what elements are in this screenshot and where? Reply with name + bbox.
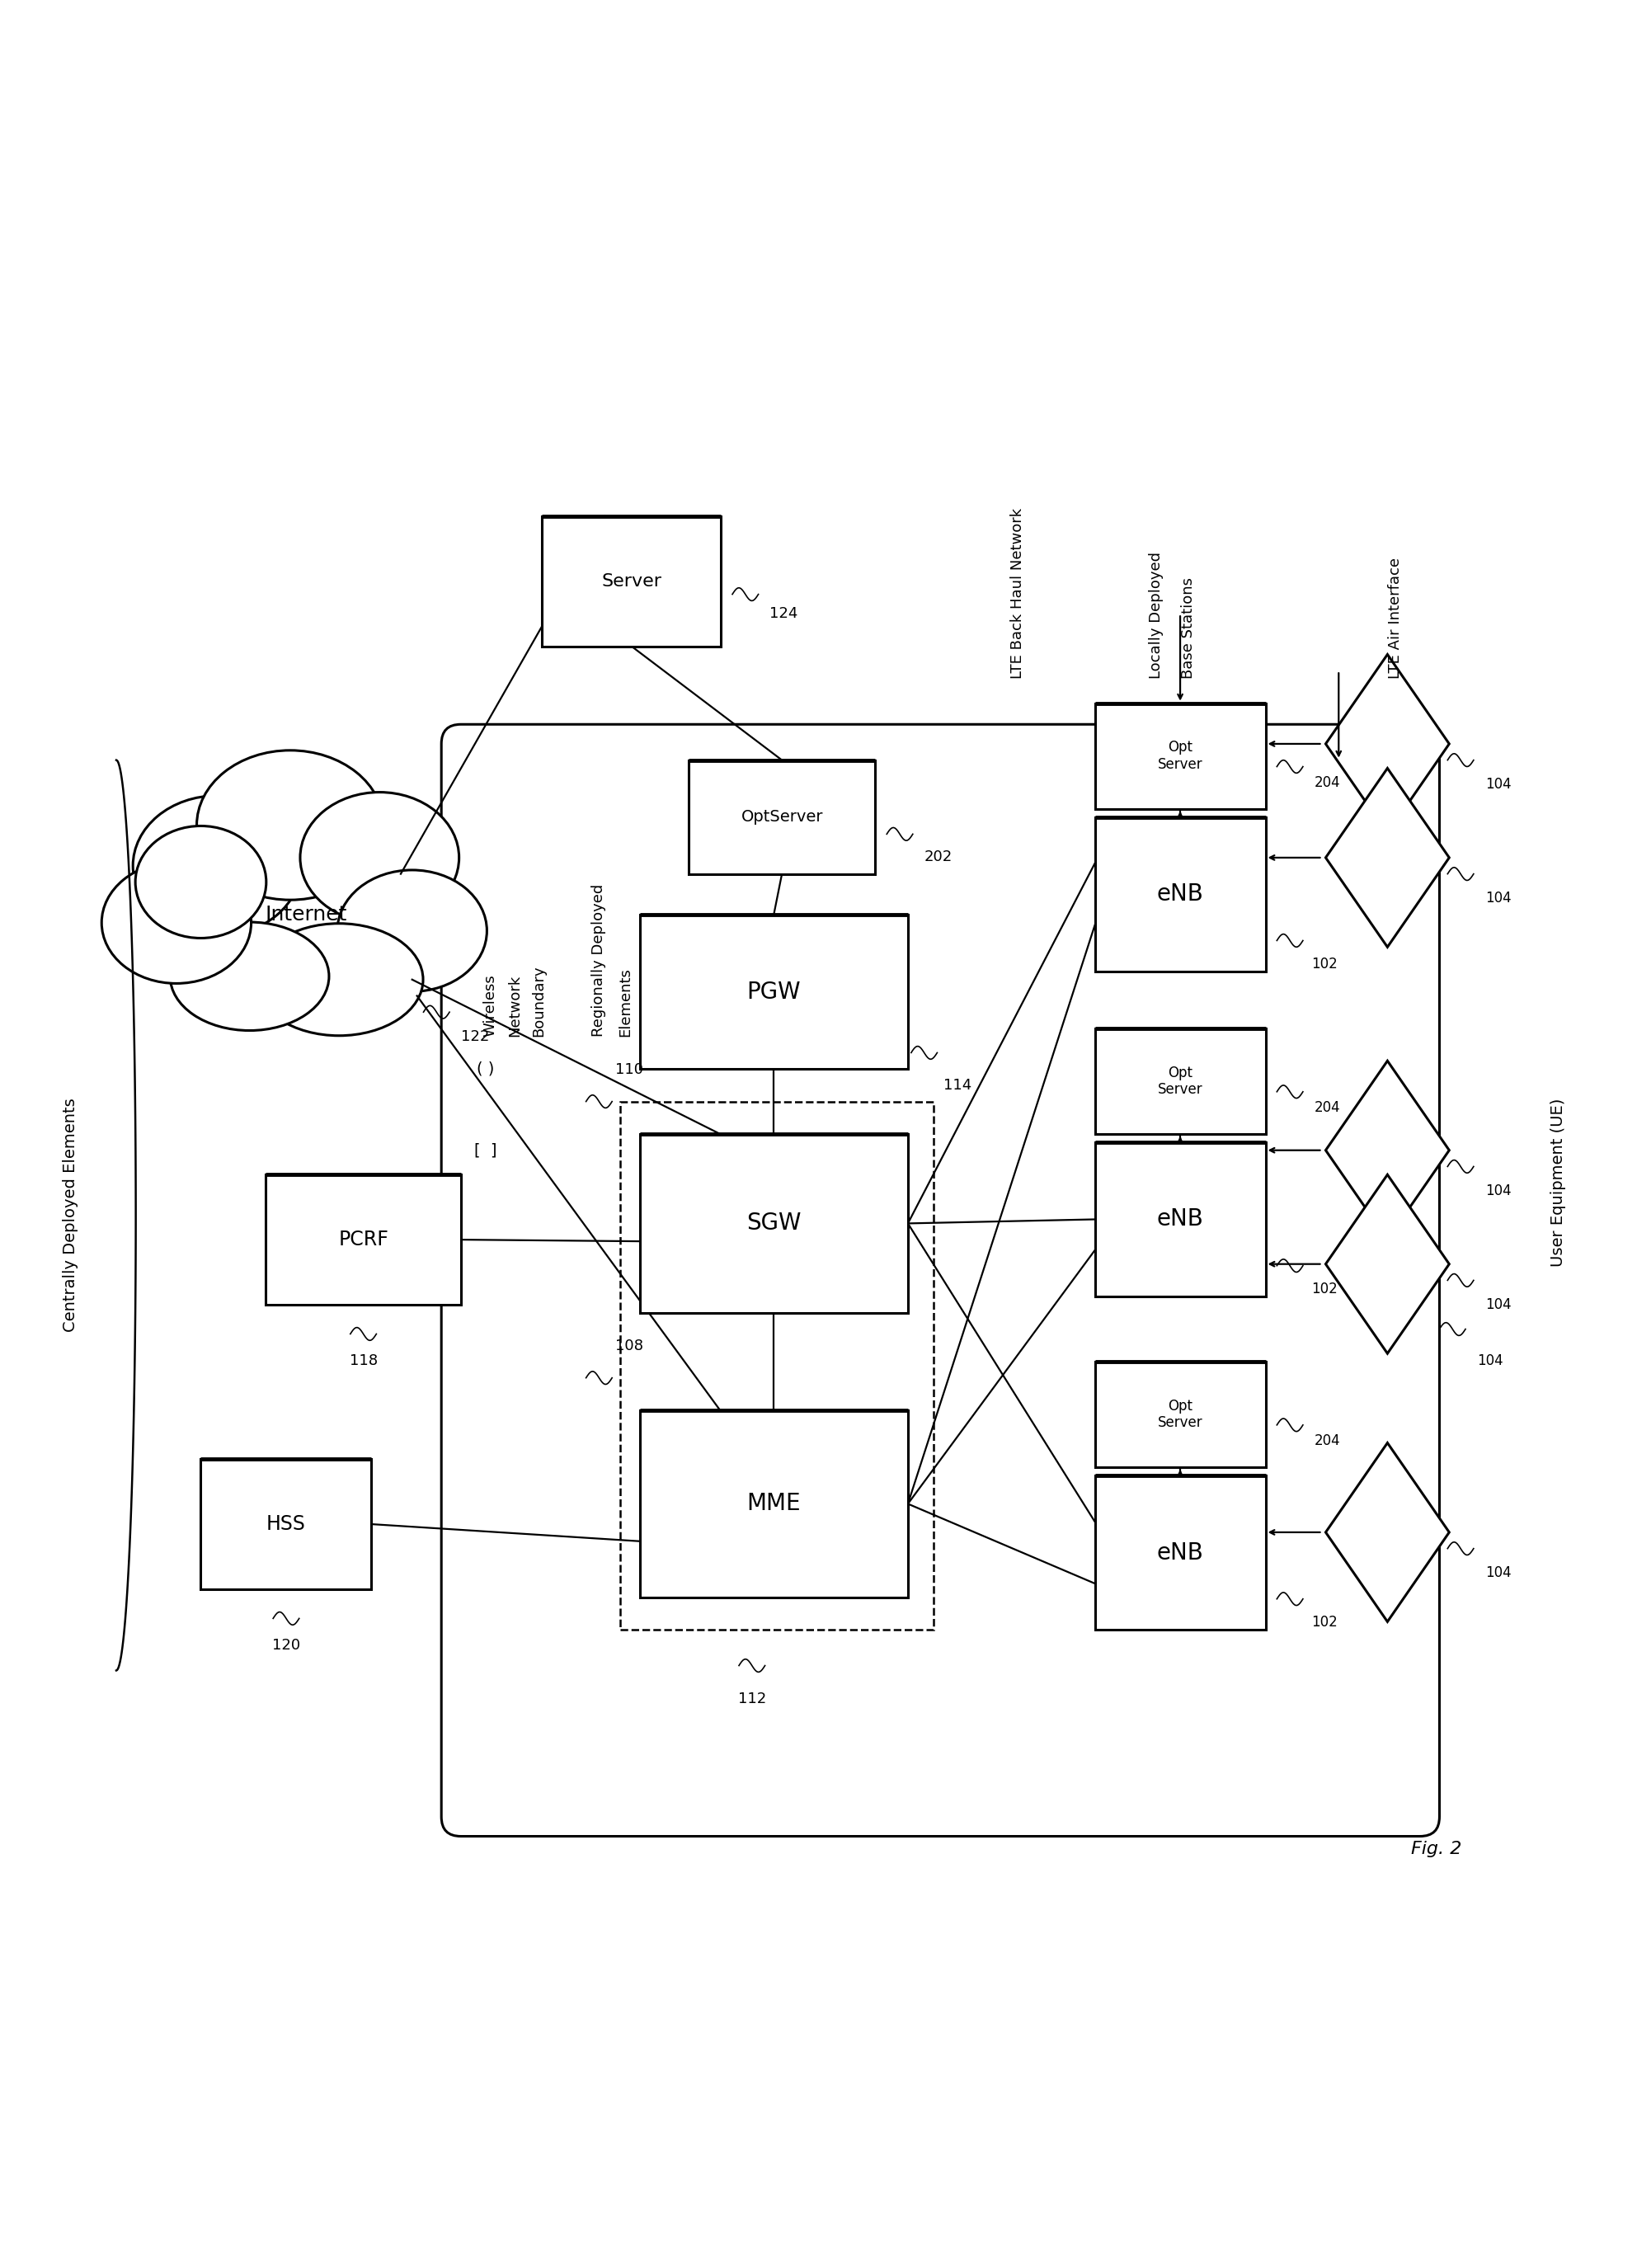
Text: Centrally Deployed Elements: Centrally Deployed Elements	[62, 1098, 79, 1331]
Bar	[1095, 816, 1265, 971]
Text: Opt
Server: Opt Server	[1157, 1066, 1203, 1098]
Text: Wireless: Wireless	[483, 973, 498, 1036]
Text: 202: 202	[925, 850, 953, 864]
Bar	[1095, 1027, 1265, 1134]
Ellipse shape	[170, 923, 329, 1030]
Text: eNB: eNB	[1157, 1209, 1203, 1232]
Text: 124: 124	[769, 606, 799, 621]
Ellipse shape	[300, 792, 458, 923]
Text: [  ]: [ ]	[475, 1143, 496, 1159]
Text: OptServer: OptServer	[742, 810, 823, 826]
Text: 204: 204	[1315, 776, 1341, 789]
Ellipse shape	[337, 871, 486, 991]
Text: eNB: eNB	[1157, 882, 1203, 905]
Bar	[265, 1175, 462, 1304]
Text: 122: 122	[462, 1030, 489, 1043]
Text: Network: Network	[507, 975, 522, 1036]
Text: 102: 102	[1311, 1281, 1337, 1297]
Bar	[1095, 1143, 1265, 1297]
Text: LTE Air Interface: LTE Air Interface	[1388, 558, 1403, 678]
Polygon shape	[1326, 1061, 1449, 1241]
Text: ( ): ( )	[476, 1061, 494, 1077]
Text: 204: 204	[1315, 1433, 1341, 1449]
Ellipse shape	[120, 801, 476, 1027]
Ellipse shape	[196, 751, 383, 900]
Text: Regionally Deployed: Regionally Deployed	[591, 885, 606, 1036]
Text: 102: 102	[1311, 1615, 1337, 1628]
Bar	[1095, 703, 1265, 810]
Text: 118: 118	[349, 1354, 378, 1368]
Text: MME: MME	[746, 1492, 800, 1515]
Text: 104: 104	[1485, 778, 1511, 792]
Ellipse shape	[133, 796, 301, 937]
Ellipse shape	[101, 862, 250, 984]
Text: 120: 120	[272, 1637, 300, 1653]
Text: 104: 104	[1485, 1184, 1511, 1198]
Text: 102: 102	[1311, 957, 1337, 971]
Text: Locally Deployed: Locally Deployed	[1149, 551, 1164, 678]
Text: Server: Server	[601, 574, 661, 590]
Text: 114: 114	[943, 1077, 972, 1093]
Polygon shape	[1326, 1442, 1449, 1622]
Bar	[640, 1134, 909, 1313]
Text: 204: 204	[1315, 1100, 1341, 1116]
Text: Elements: Elements	[617, 966, 632, 1036]
Text: PCRF: PCRF	[339, 1229, 388, 1250]
Text: Fig. 2: Fig. 2	[1411, 1842, 1462, 1857]
Text: Internet: Internet	[265, 905, 347, 925]
Bar	[1095, 1476, 1265, 1631]
Text: 108: 108	[616, 1338, 643, 1354]
Text: 104: 104	[1485, 1565, 1511, 1581]
Text: Base Stations: Base Stations	[1180, 578, 1195, 678]
Text: HSS: HSS	[267, 1515, 306, 1533]
Ellipse shape	[255, 923, 422, 1036]
Text: eNB: eNB	[1157, 1540, 1203, 1565]
Bar	[1095, 1361, 1265, 1467]
Text: 110: 110	[616, 1061, 643, 1077]
Text: PGW: PGW	[746, 980, 800, 1002]
Polygon shape	[1326, 769, 1449, 948]
Text: Boundary: Boundary	[532, 964, 547, 1036]
Bar	[689, 760, 876, 873]
Ellipse shape	[136, 826, 267, 939]
Bar	[201, 1458, 372, 1590]
Text: SGW: SGW	[746, 1211, 800, 1236]
Text: 112: 112	[738, 1692, 766, 1706]
Bar	[640, 914, 909, 1068]
Text: 104: 104	[1485, 1297, 1511, 1313]
Text: User Equipment (UE): User Equipment (UE)	[1550, 1098, 1567, 1268]
Text: Opt
Server: Opt Server	[1157, 739, 1203, 771]
Bar	[620, 1102, 935, 1631]
Text: Opt
Server: Opt Server	[1157, 1399, 1203, 1431]
Polygon shape	[1326, 1175, 1449, 1354]
Text: 104: 104	[1477, 1354, 1503, 1368]
Text: 104: 104	[1485, 891, 1511, 905]
Text: LTE Back Haul Network: LTE Back Haul Network	[1010, 508, 1025, 678]
Polygon shape	[1326, 655, 1449, 832]
Bar	[542, 517, 720, 646]
Bar	[640, 1411, 909, 1597]
